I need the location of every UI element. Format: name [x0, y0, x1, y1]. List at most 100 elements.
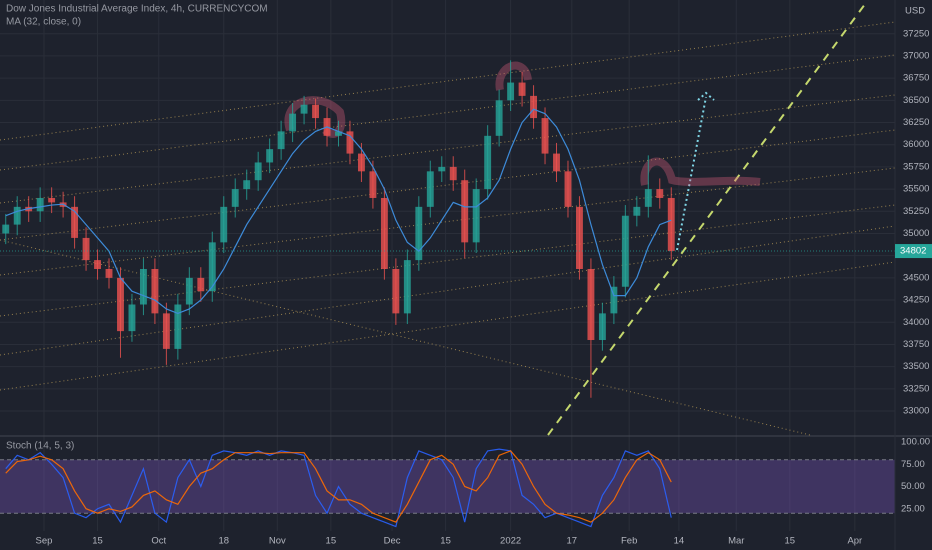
y-tick-label: 34000: [903, 317, 929, 328]
candle-body: [151, 268, 159, 314]
candle-body: [438, 166, 446, 172]
candle-body: [139, 268, 147, 305]
x-tick-label: Nov: [269, 536, 286, 547]
candle-body: [346, 131, 354, 154]
candle-body: [667, 197, 675, 252]
currency: USD: [905, 6, 925, 17]
y-tick-label: 33250: [903, 383, 929, 394]
candle-body: [117, 277, 124, 332]
candle-body: [197, 277, 205, 292]
last-price-label: 34802: [900, 246, 926, 257]
candle-body: [403, 260, 411, 314]
y-tick-label: 35250: [903, 206, 929, 217]
y-tick-label: 25.00: [901, 503, 925, 514]
x-tick-label: 2022: [500, 536, 521, 547]
candle-body: [518, 82, 526, 96]
stoch-line: [5, 450, 672, 523]
candle-body: [633, 206, 641, 216]
candle-body: [300, 104, 308, 114]
candle-body: [335, 131, 342, 136]
candle-body: [392, 268, 400, 314]
x-tick-label: Oct: [151, 536, 166, 547]
candle-body: [174, 304, 182, 349]
candle-body: [449, 166, 457, 181]
y-tick-label: 37250: [903, 28, 929, 39]
candle-body: [587, 268, 595, 341]
y-tick-label: 100.00: [901, 437, 930, 448]
candle-body: [426, 171, 434, 207]
candle-body: [208, 242, 216, 292]
candle-body: [128, 304, 136, 332]
x-tick-label: 15: [92, 536, 103, 547]
candle-body: [621, 215, 629, 287]
last-price-box: [895, 244, 932, 259]
x-tick-label: Apr: [847, 536, 862, 547]
candle-body: [553, 153, 560, 172]
candle-body: [644, 189, 652, 207]
candle-body: [289, 113, 297, 132]
candle-body: [243, 180, 251, 190]
y-tick-label: 37000: [903, 50, 929, 61]
candle-body: [358, 153, 365, 172]
grid: [0, 0, 895, 531]
stoch-line: [5, 448, 672, 528]
y-tick-label: 34500: [903, 272, 929, 283]
candle-body: [495, 100, 503, 136]
candle-body: [380, 197, 388, 269]
candle-body: [541, 118, 549, 154]
y-tick-label: 36000: [903, 139, 929, 150]
candle-body: [266, 149, 274, 163]
x-tick-label: 18: [218, 536, 229, 547]
candle-body: [415, 206, 423, 261]
candle-body: [82, 237, 90, 261]
candle-body: [162, 313, 170, 349]
candle-body: [564, 171, 572, 207]
candle-body: [598, 313, 606, 341]
candle-body: [71, 206, 79, 238]
candle-body: [472, 189, 480, 243]
x-tick-label: 15: [440, 536, 451, 547]
candle-body: [105, 268, 113, 278]
x-tick-label: 14: [674, 536, 685, 547]
candle-body: [312, 104, 319, 119]
candle-body: [656, 189, 664, 198]
y-tick-label: 36250: [903, 117, 929, 128]
candle-body: [36, 197, 44, 212]
y-tick-label: 75.00: [901, 459, 925, 470]
ma-line: [5, 108, 672, 315]
x-tick-label: Dec: [384, 536, 401, 547]
ma-legend: MA (32, close, 0): [6, 17, 81, 28]
stoch-legend: Stoch (14, 5, 3): [6, 441, 74, 452]
candle-body: [530, 95, 537, 119]
x-tick-label: 17: [567, 536, 578, 547]
drawings: [0, 0, 896, 436]
y-tick-label: 35750: [903, 161, 929, 172]
candle-body: [13, 206, 21, 225]
candle-body: [220, 206, 228, 243]
candle-body: [277, 131, 285, 150]
candle-body: [185, 277, 193, 305]
x-tick-label: Feb: [621, 536, 637, 547]
candle-body: [507, 82, 515, 101]
y-tick-label: 35500: [903, 184, 929, 195]
candle-body: [610, 286, 618, 314]
y-tick-label: 33000: [903, 406, 929, 417]
x-tick-label: 15: [326, 536, 337, 547]
candle-body: [48, 197, 56, 203]
candle-body: [576, 206, 583, 269]
x-tick-label: Sep: [36, 536, 53, 547]
y-tick-label: 50.00: [901, 481, 925, 492]
x-tick-label: 15: [785, 536, 796, 547]
candle-body: [484, 135, 492, 190]
candle-body: [2, 224, 10, 234]
candle-body: [94, 260, 101, 269]
chart-title: Dow Jones Industrial Average Index, 4h, …: [6, 4, 268, 15]
y-tick-label: 33750: [903, 339, 929, 350]
candle-body: [369, 171, 377, 198]
y-tick-label: 36500: [903, 95, 929, 106]
candle-body: [254, 162, 262, 181]
y-tick-label: 33500: [903, 361, 929, 372]
x-tick-label: Mar: [728, 536, 744, 547]
candle-body: [231, 189, 239, 207]
